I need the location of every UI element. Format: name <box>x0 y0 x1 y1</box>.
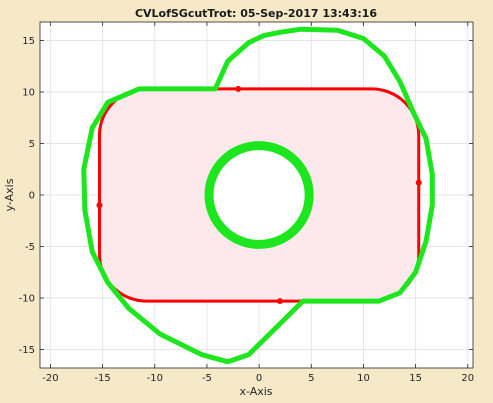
y-tick-label: 10 <box>22 88 35 99</box>
y-tick-label: -5 <box>25 242 35 253</box>
y-tick-label: -15 <box>19 345 35 356</box>
x-tick-label: -10 <box>147 373 163 384</box>
tick-marks <box>40 22 473 368</box>
y-tick-label: 5 <box>29 139 35 150</box>
chart-title: CVLofSGcutTrot: 05-Sep-2017 13:43:16 <box>135 7 377 20</box>
x-axis-label: x-Axis <box>239 385 272 398</box>
red-marker <box>415 179 422 186</box>
x-tick-label: -15 <box>94 373 110 384</box>
red-marker <box>235 85 242 92</box>
x-tick-label: 20 <box>461 373 474 384</box>
x-tick-label: 5 <box>308 373 314 384</box>
x-tick-label: -5 <box>202 373 212 384</box>
red-marker <box>96 202 103 209</box>
x-tick-label: 15 <box>409 373 422 384</box>
x-tick-label: -20 <box>42 373 58 384</box>
green-outer-contour <box>81 26 435 365</box>
x-tick-label: 0 <box>256 373 262 384</box>
x-tick-label: 10 <box>357 373 370 384</box>
y-axis-label: y-Axis <box>3 178 16 211</box>
green-inner-circle <box>204 141 314 249</box>
plot-area <box>81 26 435 365</box>
y-tick-label: 15 <box>22 36 35 47</box>
y-tick-label: 0 <box>29 191 35 202</box>
y-tick-label: -10 <box>19 293 35 304</box>
red-marker <box>276 298 283 305</box>
